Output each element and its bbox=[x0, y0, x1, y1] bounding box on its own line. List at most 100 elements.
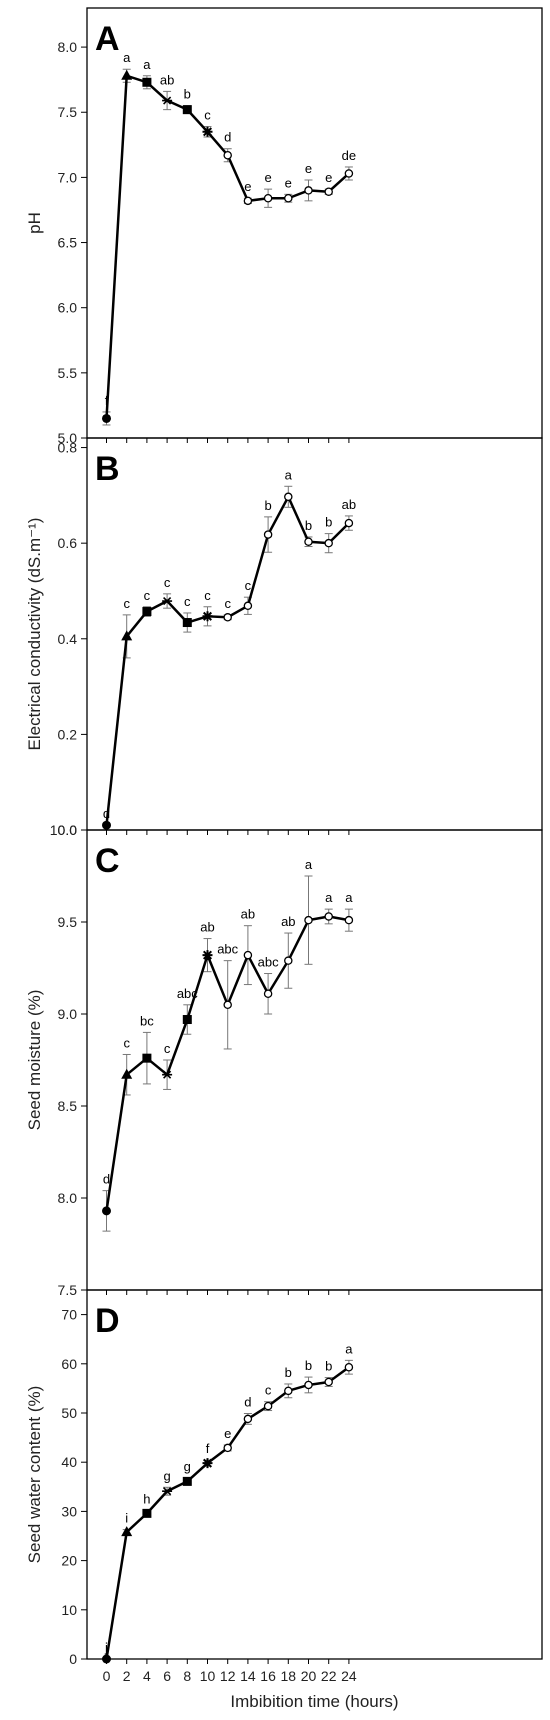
significance-label: e bbox=[224, 1426, 231, 1441]
significance-label: e bbox=[244, 179, 251, 194]
significance-label: a bbox=[285, 467, 293, 482]
x-tick-label: 24 bbox=[341, 1668, 357, 1684]
y-tick-label: 7.5 bbox=[58, 1282, 78, 1298]
panel-label: A bbox=[95, 20, 120, 58]
x-tick-label: 0 bbox=[103, 1668, 111, 1684]
significance-label: f bbox=[206, 1441, 210, 1456]
significance-label: ab bbox=[342, 497, 356, 512]
x-tick-label: 22 bbox=[321, 1668, 337, 1684]
data-point bbox=[142, 607, 152, 617]
data-point bbox=[324, 187, 333, 196]
significance-label: c bbox=[123, 1035, 130, 1050]
y-tick-label: 0.2 bbox=[58, 726, 78, 742]
y-tick-label: 7.0 bbox=[58, 169, 78, 185]
significance-label: a bbox=[325, 890, 333, 905]
significance-label: ab bbox=[160, 72, 174, 87]
significance-label: a bbox=[143, 57, 151, 72]
significance-label: c bbox=[144, 588, 151, 603]
significance-label: ab bbox=[281, 914, 295, 929]
data-point bbox=[304, 537, 313, 546]
significance-label: b bbox=[305, 518, 312, 533]
data-point bbox=[182, 105, 192, 115]
y-tick-label: 6.0 bbox=[58, 300, 78, 316]
x-tick-label: 6 bbox=[163, 1668, 171, 1684]
significance-label: c bbox=[224, 596, 231, 611]
significance-label: abc bbox=[177, 986, 198, 1001]
data-point bbox=[223, 613, 232, 622]
y-tick-label: 5.0 bbox=[58, 430, 78, 446]
plot-frame bbox=[86, 829, 543, 1291]
data-point bbox=[324, 538, 333, 548]
significance-label: h bbox=[143, 1491, 150, 1506]
data-point bbox=[304, 915, 313, 925]
data-point bbox=[263, 1401, 273, 1411]
data-point bbox=[102, 413, 111, 423]
data-point bbox=[102, 820, 111, 830]
plot-frame bbox=[86, 1289, 543, 1660]
x-tick-label: 16 bbox=[260, 1668, 276, 1684]
significance-label: c bbox=[164, 575, 171, 590]
x-tick-label: 18 bbox=[281, 1668, 297, 1684]
significance-label: c bbox=[123, 596, 130, 611]
data-point bbox=[162, 96, 173, 105]
y-tick-label: 6.5 bbox=[58, 235, 78, 251]
data-point bbox=[121, 69, 133, 80]
data-point bbox=[324, 1377, 333, 1387]
data-point bbox=[284, 193, 293, 203]
significance-label: i bbox=[125, 1511, 128, 1526]
y-tick-label: 10.0 bbox=[50, 822, 77, 838]
significance-label: e bbox=[305, 161, 312, 176]
y-tick-label: 30 bbox=[61, 1503, 77, 1519]
data-point bbox=[102, 1206, 111, 1216]
significance-label: c bbox=[204, 108, 211, 123]
data-point bbox=[202, 611, 213, 622]
y-axis-title: Seed moisture (%) bbox=[25, 990, 44, 1131]
x-tick-label: 2 bbox=[123, 1668, 131, 1684]
y-tick-label: 20 bbox=[61, 1553, 77, 1569]
data-point bbox=[284, 1386, 293, 1396]
significance-label: a bbox=[123, 50, 131, 65]
series-line bbox=[105, 74, 350, 419]
panel-label: B bbox=[95, 450, 120, 488]
y-tick-label: 0.4 bbox=[58, 631, 78, 647]
significance-label: c bbox=[245, 578, 252, 593]
x-tick-label: 10 bbox=[200, 1668, 216, 1684]
y-tick-label: 0.0 bbox=[58, 822, 78, 838]
y-tick-label: 8.0 bbox=[58, 1190, 78, 1206]
data-point bbox=[202, 1458, 213, 1469]
data-point bbox=[142, 1508, 152, 1518]
significance-label: c bbox=[204, 588, 211, 603]
plot-frame bbox=[86, 7, 543, 439]
significance-label: g bbox=[163, 1468, 170, 1483]
series-line bbox=[105, 495, 350, 826]
significance-label: a bbox=[345, 890, 353, 905]
y-tick-label: 40 bbox=[61, 1454, 77, 1470]
x-tick-label: 20 bbox=[301, 1668, 317, 1684]
significance-label: d bbox=[224, 130, 231, 145]
significance-label: a bbox=[345, 1341, 353, 1356]
y-axis-title: Seed water content (%) bbox=[25, 1386, 44, 1564]
chart-panel-b: B 0.0 0.2 0.4 0.6 0.8 Electrical conductivity … bbox=[25, 437, 543, 838]
data-point bbox=[344, 915, 354, 925]
x-axis-title: Imbibition time (hours) bbox=[230, 1692, 398, 1711]
significance-label: a bbox=[305, 857, 313, 872]
y-tick-label: 10 bbox=[61, 1602, 77, 1618]
significance-label: ab bbox=[241, 907, 255, 922]
significance-label: d bbox=[103, 806, 110, 821]
data-point bbox=[344, 518, 354, 528]
significance-label: c bbox=[265, 1383, 272, 1398]
y-tick-label: 8.5 bbox=[58, 1098, 78, 1114]
data-point bbox=[263, 530, 273, 539]
y-axis-title: pH bbox=[25, 212, 44, 234]
significance-label: de bbox=[342, 148, 356, 163]
data-point bbox=[182, 1015, 192, 1025]
significance-label: b bbox=[325, 1359, 332, 1374]
significance-label: b bbox=[305, 1358, 312, 1373]
data-point bbox=[284, 956, 293, 965]
y-axis-title: Electrical conductivity (dS.m⁻¹) bbox=[25, 518, 44, 751]
y-tick-label: 60 bbox=[61, 1356, 77, 1372]
y-tick-label: 7.5 bbox=[58, 104, 78, 120]
significance-label: abc bbox=[258, 955, 279, 970]
significance-label: e bbox=[285, 175, 292, 190]
